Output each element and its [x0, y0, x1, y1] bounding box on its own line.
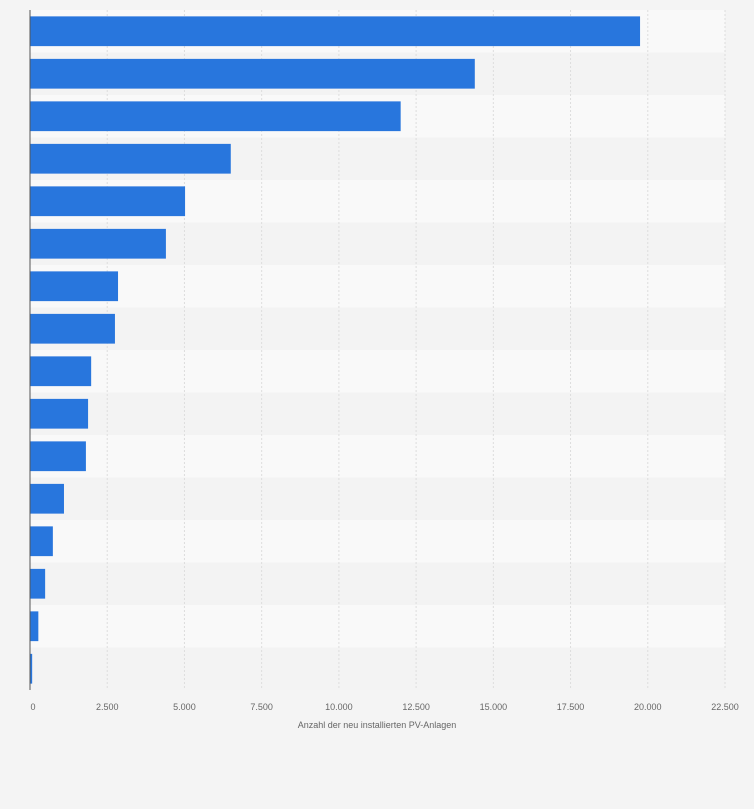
x-tick-label: 20.000 [634, 702, 662, 712]
bar[interactable] [30, 653, 33, 684]
bar[interactable] [30, 483, 64, 514]
row-band [30, 265, 725, 308]
bar[interactable] [30, 526, 53, 557]
bar[interactable] [30, 271, 119, 302]
bar[interactable] [30, 568, 46, 599]
row-band [30, 435, 725, 478]
row-band [30, 350, 725, 393]
row-band [30, 562, 725, 605]
bar[interactable] [30, 611, 39, 642]
bar[interactable] [30, 58, 475, 89]
bar[interactable] [30, 143, 231, 174]
x-tick-label: 12.500 [402, 702, 430, 712]
x-tick-label: 7.500 [250, 702, 273, 712]
bar[interactable] [30, 16, 641, 47]
bar[interactable] [30, 228, 166, 259]
x-axis-label: Anzahl der neu installierten PV-Anlagen [298, 720, 457, 730]
row-band [30, 520, 725, 563]
bar[interactable] [30, 101, 401, 132]
x-tick-label: 5.000 [173, 702, 196, 712]
row-band [30, 605, 725, 648]
x-tick-label: 10.000 [325, 702, 353, 712]
x-tick-label: 2.500 [96, 702, 119, 712]
x-tick-label: 17.500 [557, 702, 585, 712]
bar[interactable] [30, 441, 86, 472]
row-band [30, 392, 725, 435]
bar[interactable] [30, 398, 89, 429]
row-band [30, 307, 725, 350]
x-tick-label: 22.500 [711, 702, 739, 712]
bar[interactable] [30, 356, 92, 387]
x-tick-label: 15.000 [480, 702, 508, 712]
row-band [30, 477, 725, 520]
bar[interactable] [30, 313, 115, 344]
bar[interactable] [30, 186, 186, 217]
row-band [30, 647, 725, 690]
x-tick-label: 0 [30, 702, 35, 712]
